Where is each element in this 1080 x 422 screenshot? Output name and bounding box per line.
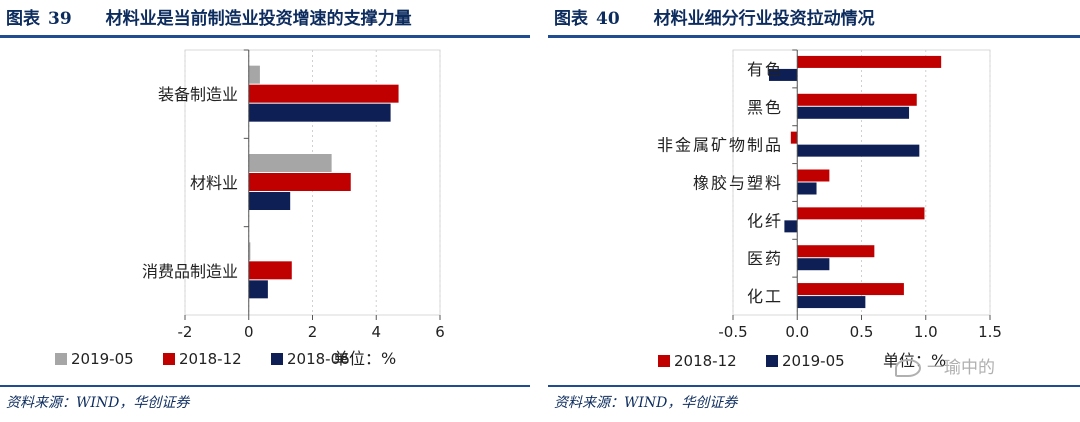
watermark: 一瑜中的: [895, 353, 995, 378]
legend-swatch: [55, 353, 67, 365]
legend-swatch: [658, 355, 670, 367]
category-label: 有色: [747, 60, 783, 79]
title-number: 39: [48, 9, 72, 29]
unit-note: 单位：%: [333, 349, 396, 368]
x-tick-label: 4: [371, 323, 381, 341]
x-tick-label: 1.5: [978, 323, 1002, 341]
category-label: 医药: [747, 249, 783, 268]
bar: [248, 242, 251, 261]
title-number: 40: [596, 9, 620, 29]
category-label: 化工: [747, 287, 783, 306]
chart-panel-left: 图表 39 材料业是当前制造业投资增速的支撑力量 -2 0 2 4 6 装备制造业材料业消费品…: [0, 0, 530, 422]
bar: [797, 93, 917, 106]
bar: [797, 169, 830, 182]
bar: [797, 245, 875, 258]
bar: [790, 131, 798, 144]
x-tick-label: 1.0: [914, 323, 938, 341]
legend-label: 2018-06: [287, 350, 350, 368]
chart-title-left: 图表 39 材料业是当前制造业投资增速的支撑力量: [6, 4, 412, 32]
bar: [784, 220, 798, 233]
bar: [248, 84, 399, 103]
legend-label: 2018-12: [179, 350, 242, 368]
bar: [248, 154, 332, 172]
title-prefix: 图表: [554, 9, 588, 29]
bar: [248, 280, 268, 299]
bar: [797, 207, 925, 220]
bar: [248, 192, 291, 210]
footer-rule: [0, 385, 530, 387]
source-note: 资料来源：WIND，华创证券: [554, 395, 738, 411]
bar: [797, 182, 817, 195]
chart-panel-right: 图表 40 材料业细分行业投资拉动情况 -0.5 0.0 0.5 1.0 1.5 有色黑色非金…: [548, 0, 1080, 422]
category-label: 材料业: [190, 174, 238, 193]
bar: [797, 258, 830, 271]
chart-title-right: 图表 40 材料业细分行业投资拉动情况: [554, 4, 875, 32]
title-text: 材料业细分行业投资拉动情况: [653, 9, 875, 29]
category-label: 橡胶与塑料: [693, 174, 783, 193]
bar: [768, 68, 798, 81]
legend-swatch: [271, 353, 283, 365]
x-tick-label: 6: [435, 323, 445, 341]
bar: [248, 103, 391, 122]
bar: [797, 106, 910, 119]
legend-label: 2019-05: [782, 352, 845, 370]
wechat-icon: [895, 359, 921, 377]
x-tick-label: 0.5: [850, 323, 874, 341]
bar: [248, 261, 292, 280]
category-label: 装备制造业: [158, 85, 238, 104]
title-rule: [0, 35, 530, 38]
legend-swatch: [766, 355, 778, 367]
x-tick-label: -2: [178, 323, 193, 341]
bar: [797, 144, 920, 157]
x-tick-label: -0.5: [718, 323, 747, 341]
category-label: 非金属矿物制品: [657, 136, 783, 155]
bar: [797, 296, 866, 309]
category-label: 消费品制造业: [142, 262, 238, 281]
bar: [248, 173, 351, 191]
x-tick-label: 0: [244, 323, 254, 341]
legend-label: 2018-12: [674, 352, 737, 370]
bar: [797, 283, 904, 296]
legend-swatch: [163, 353, 175, 365]
x-tick-label: 2: [308, 323, 318, 341]
legend-label: 2019-05: [71, 350, 134, 368]
x-tick-label: 0.0: [785, 323, 809, 341]
category-label: 黑色: [747, 98, 783, 117]
title-rule: [548, 35, 1080, 38]
watermark-text: 一瑜中的: [927, 358, 995, 378]
source-note: 资料来源：WIND，华创证券: [6, 395, 190, 411]
title-text: 材料业是当前制造业投资增速的支撑力量: [105, 9, 412, 29]
bar: [248, 65, 260, 84]
category-label: 化纤: [747, 211, 783, 230]
title-prefix: 图表: [6, 9, 40, 29]
bar: [797, 55, 942, 68]
footer-rule: [548, 385, 1080, 387]
